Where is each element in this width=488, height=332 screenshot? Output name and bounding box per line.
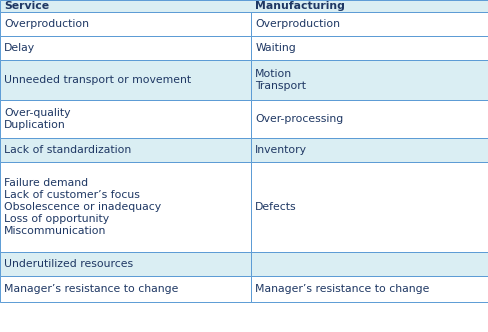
Bar xyxy=(0,60,251,100)
Bar xyxy=(0,138,251,162)
Text: Overproduction: Overproduction xyxy=(255,19,340,29)
Bar xyxy=(251,252,488,276)
Bar xyxy=(0,0,488,12)
Text: Lack of standardization: Lack of standardization xyxy=(4,145,131,155)
Bar xyxy=(251,12,488,36)
Bar xyxy=(0,100,251,138)
Text: Obsolescence or inadequacy: Obsolescence or inadequacy xyxy=(4,202,161,212)
Text: Delay: Delay xyxy=(4,43,35,53)
Text: Duplication: Duplication xyxy=(4,120,66,130)
Text: Loss of opportunity: Loss of opportunity xyxy=(4,214,109,224)
Text: Transport: Transport xyxy=(255,81,306,91)
Bar xyxy=(251,138,488,162)
Text: Manager’s resistance to change: Manager’s resistance to change xyxy=(4,284,179,294)
Text: Motion: Motion xyxy=(255,69,292,79)
Bar xyxy=(0,276,251,302)
Bar xyxy=(0,36,251,60)
Text: Manager’s resistance to change: Manager’s resistance to change xyxy=(255,284,430,294)
Text: Service: Service xyxy=(4,1,49,11)
Text: Lack of customer’s focus: Lack of customer’s focus xyxy=(4,190,140,200)
Text: Unneeded transport or movement: Unneeded transport or movement xyxy=(4,75,191,85)
Bar xyxy=(251,162,488,252)
Text: Manufacturing: Manufacturing xyxy=(255,1,345,11)
Text: Overproduction: Overproduction xyxy=(4,19,89,29)
Text: Inventory: Inventory xyxy=(255,145,307,155)
Bar xyxy=(0,252,251,276)
Text: Over-quality: Over-quality xyxy=(4,108,70,118)
Text: Over-processing: Over-processing xyxy=(255,114,344,124)
Bar xyxy=(251,60,488,100)
Text: Miscommunication: Miscommunication xyxy=(4,226,106,236)
Bar xyxy=(251,276,488,302)
Bar xyxy=(0,12,251,36)
Text: Underutilized resources: Underutilized resources xyxy=(4,259,133,269)
Bar xyxy=(0,162,251,252)
Bar xyxy=(251,36,488,60)
Text: Failure demand: Failure demand xyxy=(4,178,88,188)
Bar xyxy=(251,100,488,138)
Text: Defects: Defects xyxy=(255,202,297,212)
Text: Waiting: Waiting xyxy=(255,43,296,53)
